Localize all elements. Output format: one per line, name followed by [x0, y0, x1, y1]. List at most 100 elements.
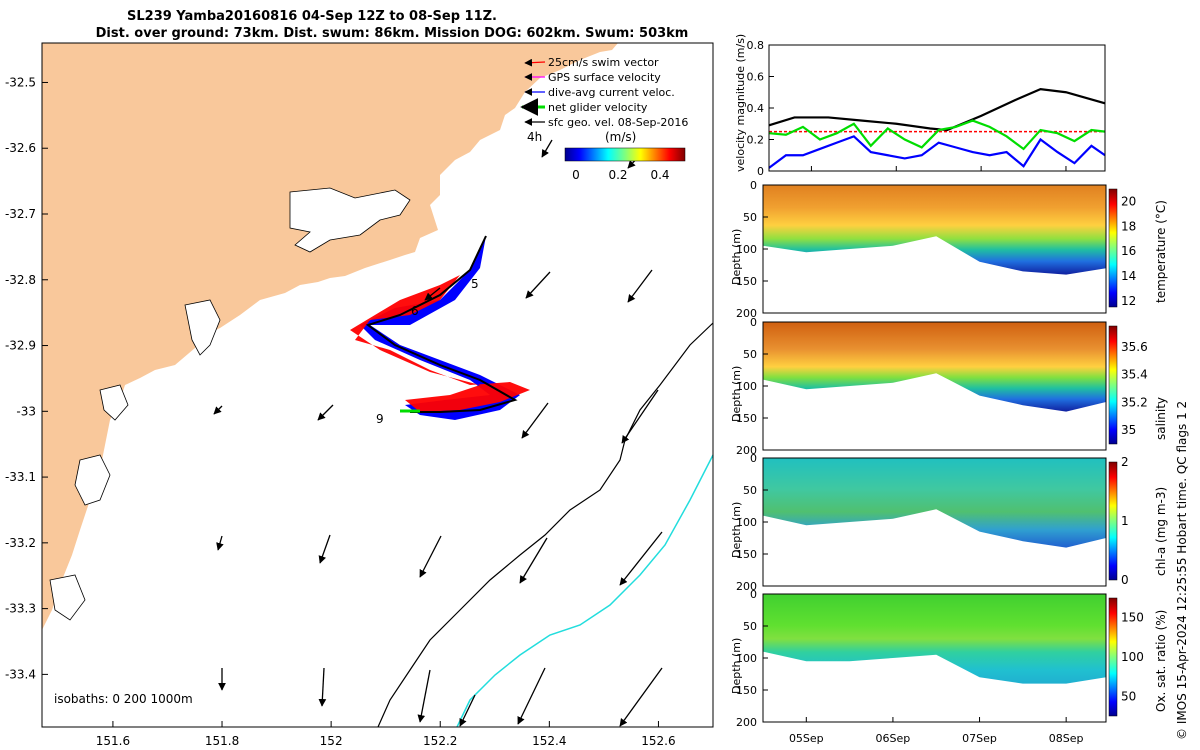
- geo-velocity-arrow: [318, 667, 327, 707]
- map-xtick-label: 152.2: [423, 734, 457, 748]
- map-xtick-label: 152.4: [532, 734, 566, 748]
- section-colorbar-tick: 1: [1121, 514, 1129, 528]
- section-colorbar-tick: 50: [1121, 689, 1136, 703]
- section-ytick-label: 50: [743, 211, 757, 224]
- legend-current: dive-avg current veloc.: [548, 86, 675, 99]
- section-ylabel: Depth (m): [730, 366, 743, 422]
- map-xtick-label: 151.8: [205, 734, 239, 748]
- section-ytick-label: 100: [736, 243, 757, 256]
- figure-title-line2: Dist. over ground: 73km. Dist. swum: 86k…: [96, 26, 689, 41]
- map-colorbar-tick-2: 0.4: [650, 168, 669, 182]
- map-xtick-label: 151.6: [96, 734, 130, 748]
- date-tick-label: 07Sep: [962, 732, 997, 745]
- geo-velocity-arrow: [519, 537, 548, 584]
- velocity-ytick-label: 0.8: [747, 39, 765, 52]
- section-colorbar: [1108, 461, 1118, 581]
- geo-velocity-arrow: [318, 534, 331, 564]
- glider-track-vectors: [350, 235, 530, 420]
- section-colorbar-tick: 0: [1121, 573, 1129, 587]
- geo-velocity-arrow: [627, 269, 653, 303]
- section-ytick-label: 200: [736, 580, 757, 593]
- section-colorbar-label: chl-a (mg m-3): [1154, 487, 1168, 576]
- section-colorbar-tick: 100: [1121, 650, 1144, 664]
- map-colorbar: [564, 147, 686, 162]
- section-colorbar-tick: 20: [1121, 194, 1136, 208]
- geo-velocity-arrow: [621, 389, 659, 444]
- velocity-ytick-label: 0.2: [747, 134, 765, 147]
- section-ytick-label: 0: [750, 588, 757, 601]
- footer-note: © IMOS 15-Apr-2024 12:25:55 Hobart time.…: [1175, 401, 1189, 740]
- day-label-4h: 4h: [527, 130, 542, 144]
- map-ytick-label: -33.4: [5, 667, 36, 681]
- section-colorbar-tick: 35.6: [1121, 340, 1148, 354]
- velocity-series-blue: [768, 135, 1106, 169]
- section-panel-2: 0 50 100 150 200 Depth (m) 0 1 2 chl-a (mg m-3): [730, 452, 1168, 593]
- velocity-ytick-label: 0.4: [747, 102, 765, 115]
- section-data-fill: [763, 594, 1106, 684]
- figure-title-line1: SL239 Yamba20160816 04-Sep 12Z to 08-Sep…: [127, 9, 497, 24]
- legend-net-velocity: net glider velocity: [548, 101, 648, 114]
- isobath-1000: [456, 454, 714, 728]
- day-label-6: 6: [411, 304, 419, 318]
- section-ytick-label: 200: [736, 444, 757, 457]
- section-colorbar-tick: 35.2: [1121, 395, 1148, 409]
- section-ylabel: Depth (m): [730, 638, 743, 694]
- geo-velocity-arrow: [517, 667, 546, 725]
- legend-gps-velocity: GPS surface velocity: [548, 71, 661, 84]
- geo-velocity-arrow: [521, 402, 549, 439]
- section-ylabel: Depth (m): [730, 229, 743, 285]
- map-ytick-label: -33.1: [5, 470, 36, 484]
- legend-geo-velocity: sfc geo. vel. 08-Sep-2016: [548, 116, 688, 129]
- section-colorbar-tick: 2: [1121, 455, 1129, 469]
- map-colorbar-tick-1: 0.2: [608, 168, 627, 182]
- date-tick-label: 06Sep: [876, 732, 911, 745]
- isobath-200: [377, 322, 714, 728]
- map-ytick-label: -33: [16, 404, 36, 418]
- section-colorbar: [1108, 188, 1118, 308]
- map-ytick-label: -33.3: [5, 602, 36, 616]
- geo-velocity-arrow: [619, 531, 663, 586]
- geo-velocity-arrow: [525, 271, 551, 299]
- section-panel-0: 0 50 100 150 200 Depth (m) 12 14 16 18 20 temperatu…: [730, 179, 1168, 320]
- map-axis-ticks: 151.6 151.8 152 152.2 152.4 152.6 -32.5 -32.6 -3…: [5, 75, 676, 748]
- geo-velocity-arrow: [417, 669, 431, 723]
- section-ylabel: Depth (m): [730, 502, 743, 558]
- section-data-fill: [763, 322, 1106, 412]
- map-ytick-label: -32.5: [5, 75, 36, 89]
- section-ytick-label: 50: [743, 348, 757, 361]
- section-colorbar-label: salinity: [1154, 397, 1168, 440]
- velocity-ytick-label: 0.6: [747, 71, 765, 84]
- geo-velocity-arrow: [424, 287, 441, 301]
- section-ytick-label: 50: [743, 484, 757, 497]
- map-ytick-label: -32.9: [5, 339, 36, 353]
- section-data-fill: [763, 185, 1106, 275]
- map-ytick-label: -32.8: [5, 273, 36, 287]
- section-ytick-label: 150: [736, 684, 757, 697]
- geo-velocity-arrow: [213, 405, 223, 415]
- date-tick-label: 08Sep: [1049, 732, 1084, 745]
- section-colorbar-tick: 16: [1121, 244, 1136, 258]
- map-legend: 25cm/s swim vector GPS surface velocity …: [520, 56, 688, 182]
- section-colorbar: [1108, 597, 1118, 717]
- coastal-lakes: [49, 187, 411, 621]
- geo-velocity-arrows: [213, 139, 663, 727]
- map-colorbar-tick-0: 0: [572, 168, 580, 182]
- section-ytick-label: 100: [736, 652, 757, 665]
- map-ytick-label: -33.2: [5, 536, 36, 550]
- section-colorbar: [1108, 325, 1118, 445]
- velocity-series-green: [768, 119, 1106, 151]
- velocity-ylabel: velocity magnitude (m/s): [734, 34, 747, 172]
- legend-swim-vector: 25cm/s swim vector: [548, 56, 659, 69]
- section-ytick-label: 150: [736, 412, 757, 425]
- map-xtick-label: 152.6: [641, 734, 675, 748]
- geo-velocity-arrow: [541, 139, 553, 158]
- section-ytick-label: 0: [750, 179, 757, 192]
- section-colorbar-tick: 12: [1121, 294, 1136, 308]
- velocity-panel: 0 0.2 0.4 0.6 0.8 velocity magnitude (m/s): [734, 34, 1106, 178]
- isobath-note: isobaths: 0 200 1000m: [54, 692, 193, 706]
- map-ytick-label: -32.7: [5, 207, 36, 221]
- map-axes-frame: [41, 42, 714, 728]
